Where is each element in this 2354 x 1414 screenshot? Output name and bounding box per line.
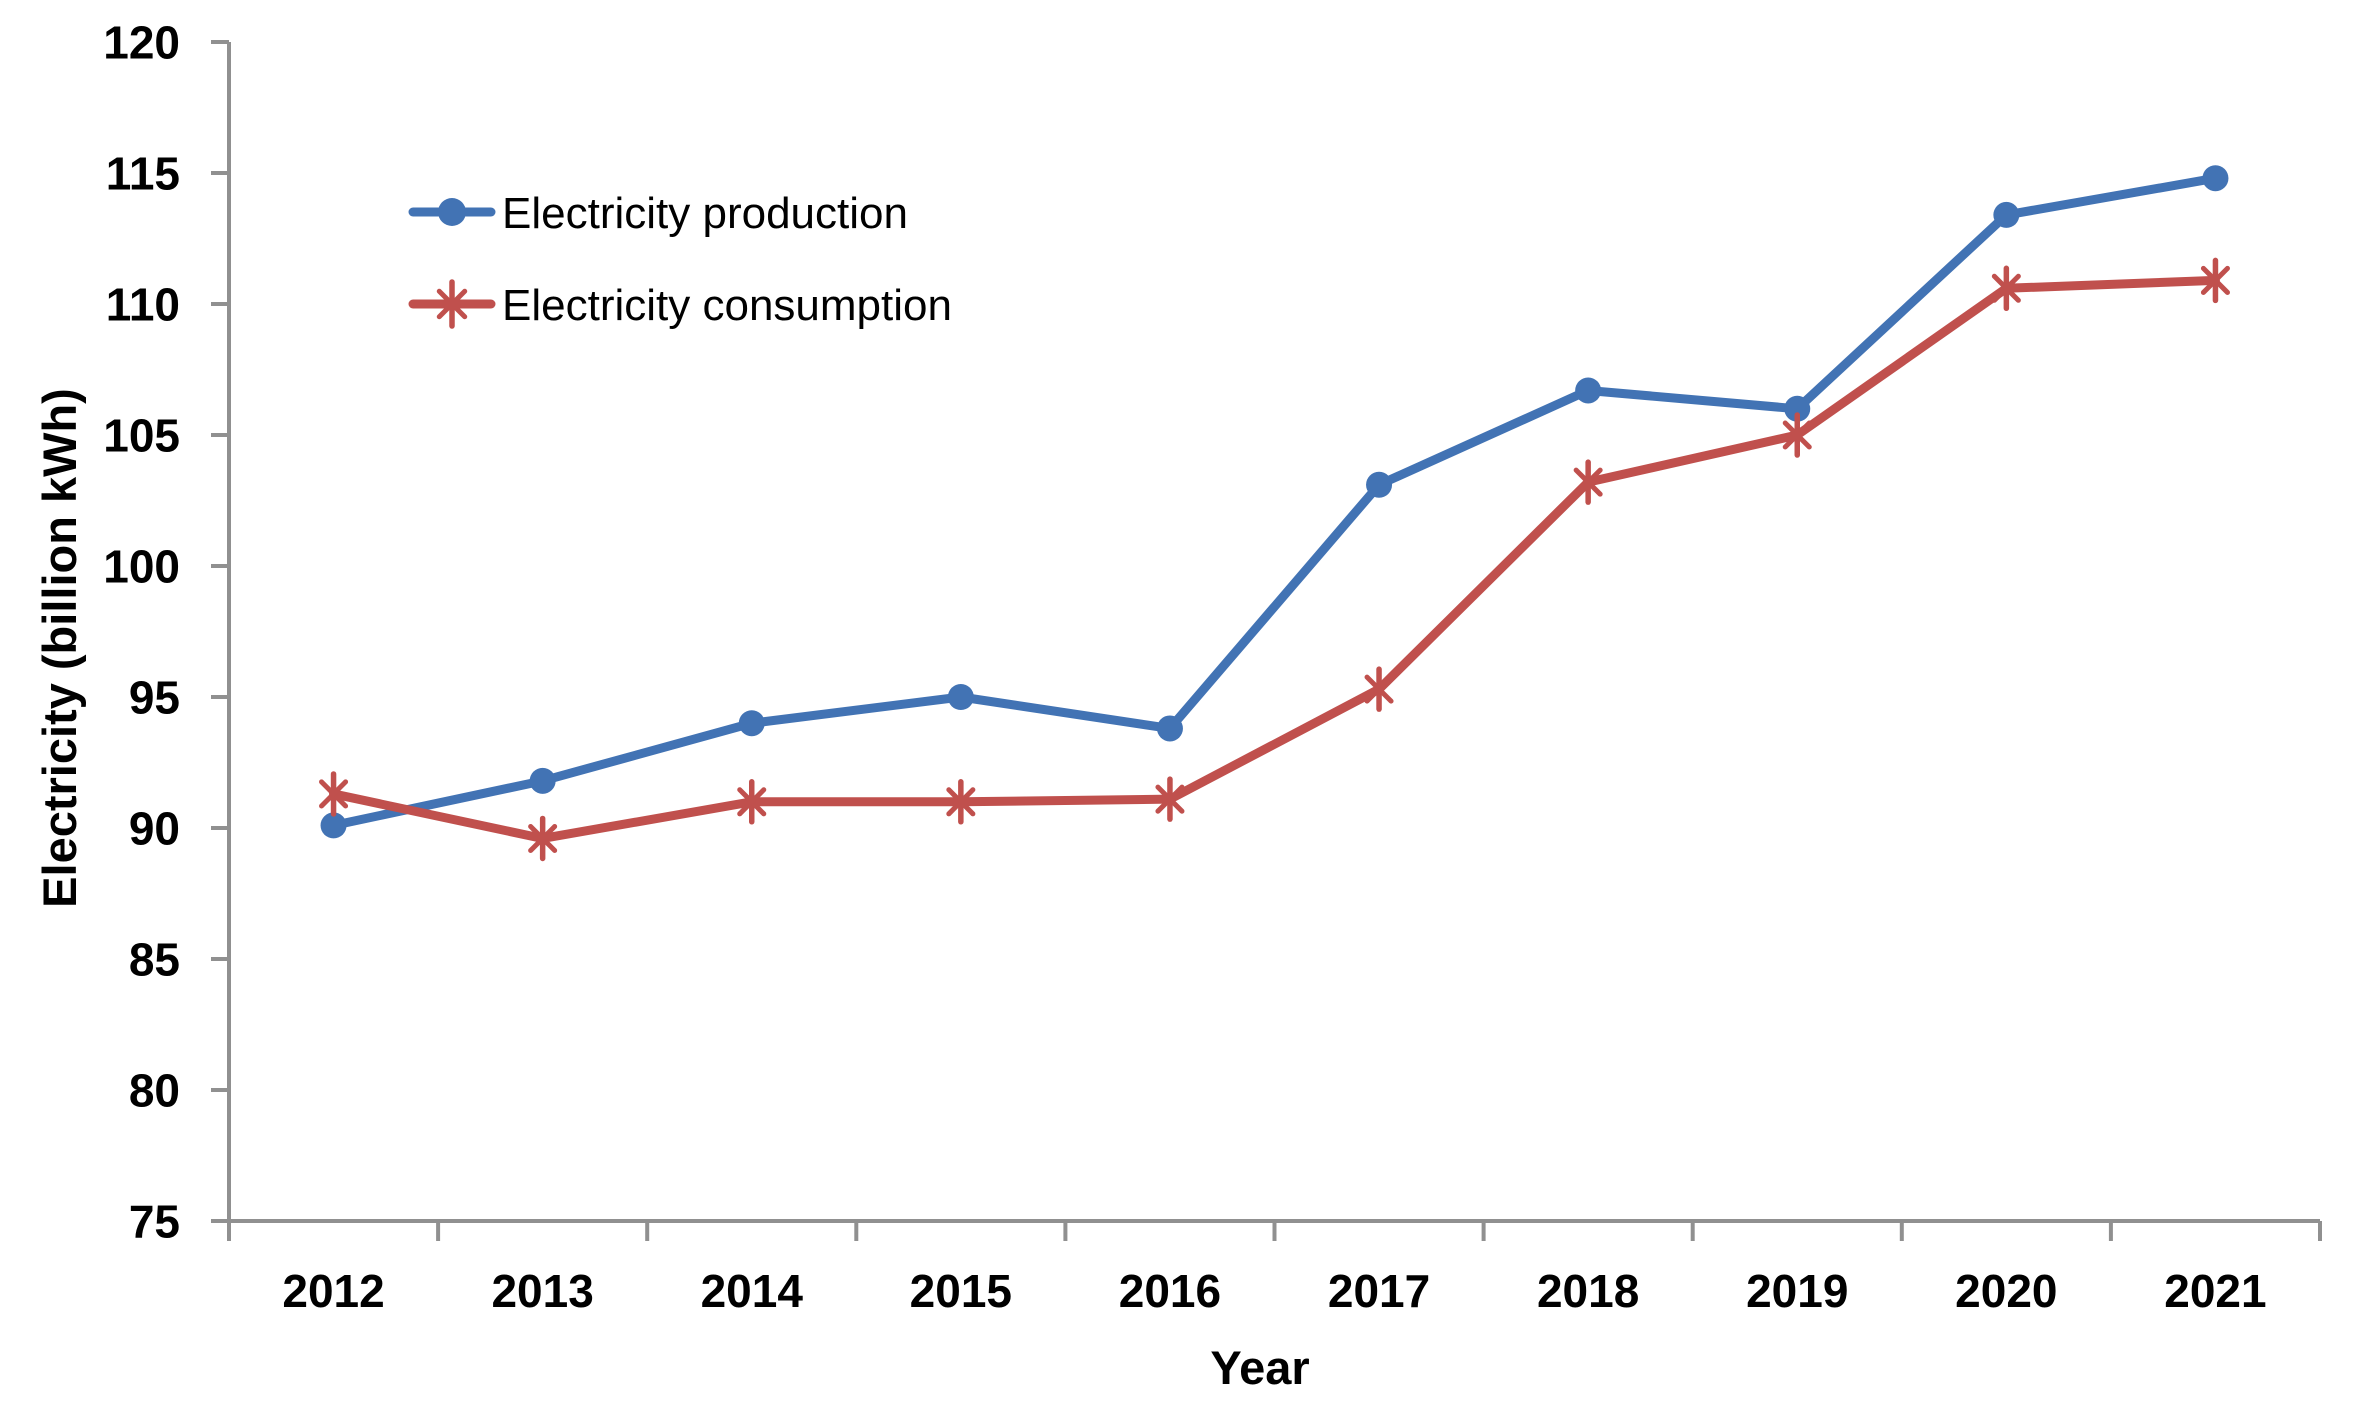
x-tick-label: 2017: [1328, 1265, 1430, 1317]
y-tick-label: 120: [103, 17, 180, 69]
legend-asterisk-marker: [436, 279, 468, 329]
data-point-electricity-consumption: [528, 815, 558, 862]
data-point-electricity-production: [529, 767, 556, 794]
data-point-electricity-consumption: [1364, 666, 1394, 712]
y-tick-label: 105: [103, 410, 180, 462]
data-point-electricity-production: [1366, 471, 1393, 498]
x-tick-label: 2012: [282, 1265, 384, 1317]
y-tick-label: 85: [129, 934, 180, 986]
series-group: [319, 165, 2230, 862]
data-point-electricity-consumption: [2200, 257, 2230, 304]
x-tick-label: 2021: [2164, 1265, 2266, 1317]
data-point-electricity-consumption: [319, 771, 349, 817]
data-point-electricity-production: [738, 710, 765, 737]
data-point-electricity-consumption: [737, 779, 767, 825]
data-point-electricity-consumption: [1991, 265, 2021, 312]
data-point-electricity-production: [1156, 715, 1183, 742]
y-tick-label: 80: [129, 1065, 180, 1117]
data-point-electricity-production: [1993, 201, 2020, 228]
y-tick-label: 95: [129, 672, 180, 724]
x-axis-title: Year: [1210, 1341, 1309, 1394]
y-tick-label: 100: [103, 541, 180, 593]
x-tick-label: 2014: [701, 1265, 804, 1317]
y-axis-title: Electricity (billion kWh): [33, 388, 86, 908]
x-tick-label: 2013: [491, 1265, 593, 1317]
x-tick-label: 2016: [1119, 1265, 1221, 1317]
legend-label: Electricity production: [502, 189, 908, 238]
y-tick-label: 115: [106, 148, 180, 200]
series-line-electricity-production: [329, 173, 2220, 830]
data-point-electricity-production: [320, 812, 347, 839]
legend: Electricity production Electricity consum…: [408, 189, 952, 330]
y-axis-ticks: 120 115 110 105 100 95 90 85 80 75: [103, 17, 229, 1248]
x-axis-ticks: 2012 2013 2014 2015 2016 2017 2018 2019 2020 2021: [282, 1221, 2322, 1317]
x-tick-label: 2018: [1537, 1265, 1639, 1317]
legend-circle-marker: [438, 198, 466, 226]
x-tick-label: 2019: [1746, 1265, 1848, 1317]
data-point-electricity-production: [1575, 377, 1602, 404]
data-point-electricity-consumption: [1573, 459, 1603, 505]
legend-label: Electricity consumption: [502, 281, 952, 330]
data-point-electricity-consumption: [1782, 412, 1812, 458]
y-tick-label: 90: [129, 803, 180, 855]
x-tick-label: 2015: [910, 1265, 1012, 1317]
legend-item-electricity-consumption: Electricity consumption: [408, 279, 952, 330]
legend-item-electricity-production: Electricity production: [408, 189, 908, 238]
data-point-electricity-production: [947, 684, 974, 710]
y-tick-label: 75: [129, 1196, 180, 1248]
y-tick-label: 110: [106, 279, 180, 331]
data-point-electricity-consumption: [946, 779, 976, 825]
series-line-electricity-consumption: [329, 275, 2220, 843]
data-point-electricity-production: [1784, 395, 1811, 422]
data-point-electricity-consumption: [1155, 776, 1185, 822]
x-tick-label: 2020: [1955, 1265, 2057, 1317]
data-point-electricity-production: [2202, 165, 2229, 192]
